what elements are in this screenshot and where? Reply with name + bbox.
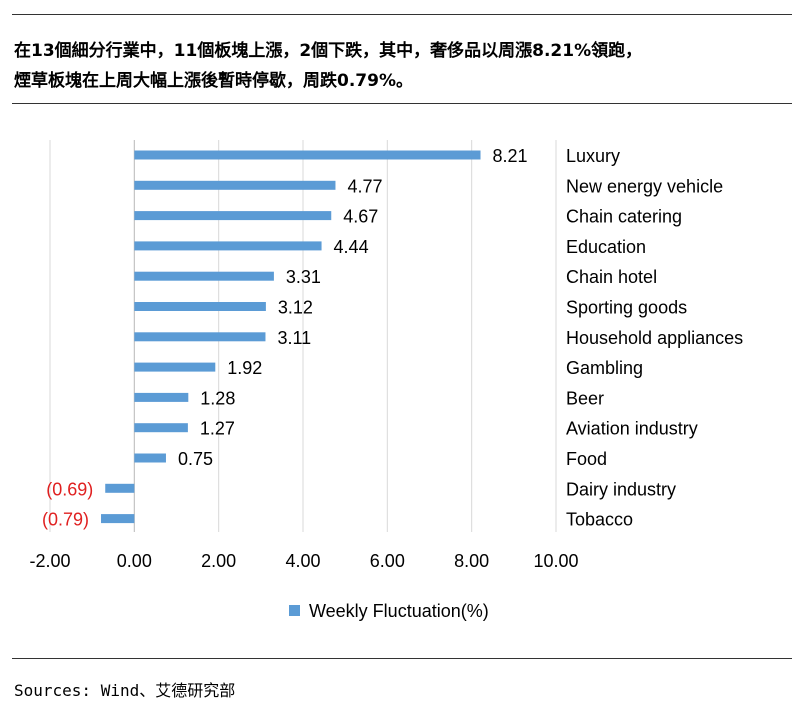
category-label: Tobacco — [566, 510, 633, 530]
bar-value-label: 1.28 — [200, 388, 235, 408]
category-label: Dairy industry — [566, 479, 676, 499]
bar — [134, 362, 216, 372]
bar — [134, 392, 189, 402]
headline-line-2: 煙草板塊在上周大幅上漲後暫時停歇，周跌0.79%。 — [14, 71, 413, 91]
legend-swatch — [289, 605, 300, 616]
bar — [134, 423, 188, 433]
category-label: Chain hotel — [566, 267, 657, 287]
bar-value-label: 3.31 — [286, 267, 321, 287]
category-label: Luxury — [566, 146, 620, 166]
x-tick-label: 2.00 — [201, 551, 236, 571]
category-label: New energy vehicle — [566, 176, 723, 196]
bar-value-label: 8.21 — [493, 146, 528, 166]
category-label: Food — [566, 449, 607, 469]
category-label: Chain catering — [566, 207, 682, 227]
bar — [134, 302, 266, 311]
category-label: Beer — [566, 388, 604, 408]
category-label: Education — [566, 237, 646, 257]
headline-rule — [12, 103, 792, 104]
bar — [134, 332, 266, 342]
source-note: Sources: Wind、艾德研究部 — [14, 681, 236, 700]
category-label: Household appliances — [566, 328, 743, 348]
headline: 在13個細分行業中，11個板塊上漲，2個下跌，其中，奢侈品以周漲8.21%領跑，… — [14, 36, 794, 96]
category-label: Aviation industry — [566, 419, 698, 439]
bar — [134, 180, 336, 190]
bar-value-label: 3.11 — [277, 328, 311, 348]
bar-value-label: 0.75 — [178, 449, 213, 469]
bar — [134, 241, 322, 251]
top-rule — [12, 14, 792, 15]
bar — [134, 150, 481, 160]
x-tick-label: 6.00 — [370, 551, 405, 571]
x-tick-label: -2.00 — [29, 551, 70, 571]
bar-value-label: 4.67 — [343, 207, 378, 227]
bar-value-label: 4.44 — [334, 237, 369, 257]
category-label: Sporting goods — [566, 298, 687, 318]
bar — [134, 211, 332, 221]
x-tick-label: 8.00 — [454, 551, 489, 571]
bar-chart: -2.00 0.00 2.00 4.00 6.00 8.00 10.00 8.21 Luxury… — [29, 140, 743, 621]
bar — [101, 514, 135, 524]
category-label: Gambling — [566, 358, 643, 378]
headline-line-1: 在13個細分行業中，11個板塊上漲，2個下跌，其中，奢侈品以周漲8.21%領跑， — [14, 41, 643, 61]
bar-value-label: 3.12 — [278, 298, 313, 318]
bar-value-label: 1.27 — [200, 419, 235, 439]
x-tick-label: 4.00 — [285, 551, 320, 571]
bar-value-label: 4.77 — [347, 176, 382, 196]
bar — [105, 483, 135, 493]
bar-value-label: (0.79) — [42, 510, 89, 530]
footer-rule — [12, 658, 792, 659]
x-tick-label: 10.00 — [533, 551, 578, 571]
bar — [134, 453, 166, 463]
legend-label: Weekly Fluctuation(%) — [309, 601, 489, 621]
x-tick-label: 0.00 — [117, 551, 152, 571]
bar-value-label: (0.69) — [46, 479, 93, 499]
bar — [134, 271, 274, 281]
bar-value-label: 1.92 — [227, 358, 262, 378]
